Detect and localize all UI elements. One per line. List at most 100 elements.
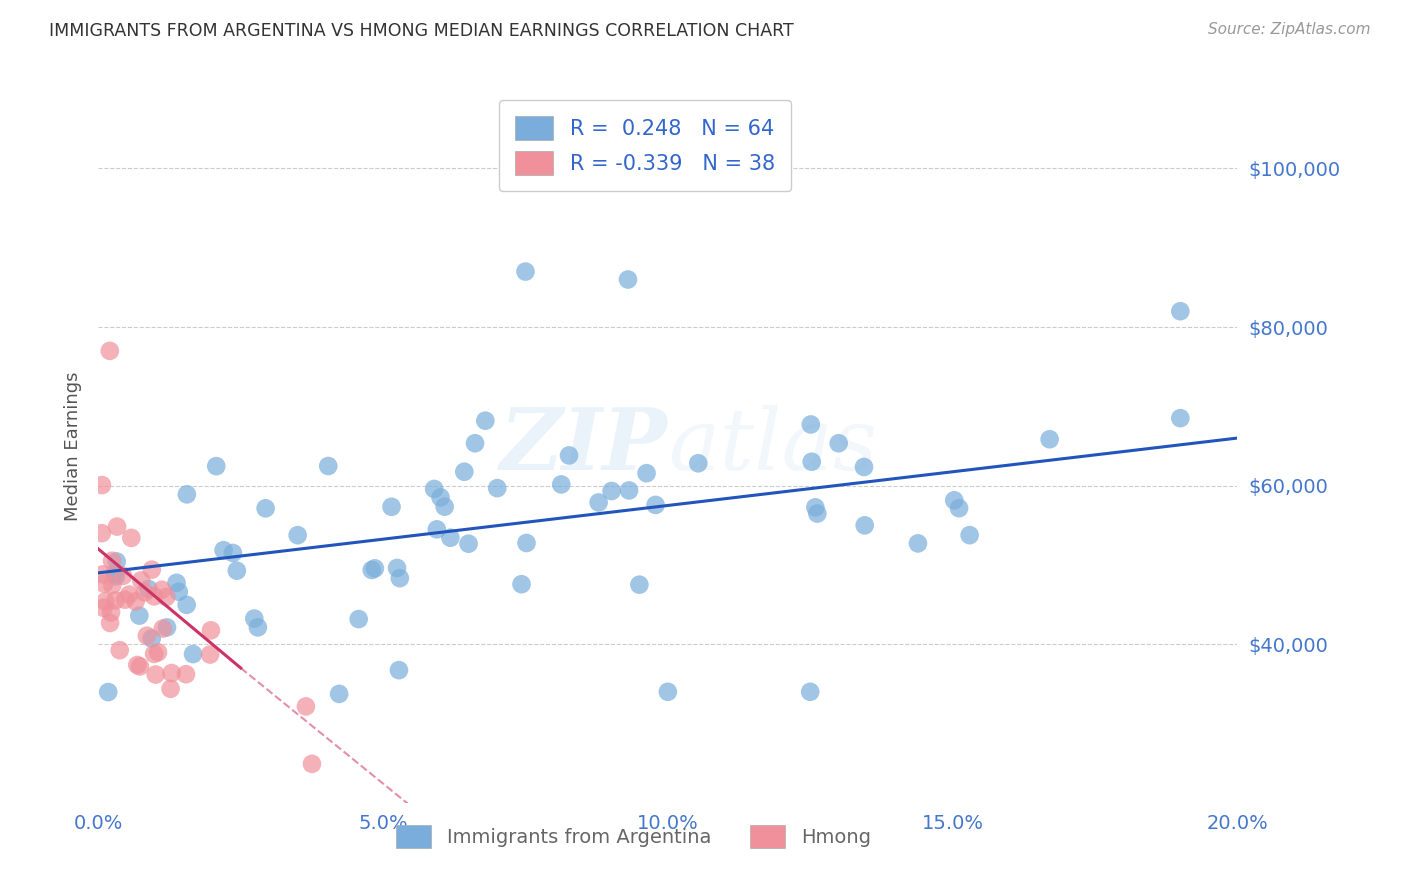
Point	[141, 563, 163, 577]
Point	[200, 624, 222, 638]
Text: atlas: atlas	[668, 405, 877, 487]
Text: ZIP: ZIP	[501, 404, 668, 488]
Point	[152, 622, 174, 636]
Point	[688, 456, 710, 470]
Point	[114, 592, 136, 607]
Point	[853, 518, 876, 533]
Point	[129, 574, 152, 588]
Point	[176, 487, 198, 501]
Point	[644, 498, 666, 512]
Point	[150, 582, 173, 597]
Point	[135, 629, 157, 643]
Point	[138, 582, 160, 596]
Point	[198, 648, 221, 662]
Point	[806, 507, 828, 521]
Point	[127, 658, 149, 673]
Point	[959, 528, 981, 542]
Point	[907, 536, 929, 550]
Point	[828, 436, 851, 450]
Point	[181, 647, 204, 661]
Point	[111, 569, 134, 583]
Y-axis label: Median Earnings: Median Earnings	[65, 371, 83, 521]
Point	[166, 575, 188, 590]
Point	[1170, 411, 1192, 425]
Legend: Immigrants from Argentina, Hmong: Immigrants from Argentina, Hmong	[387, 815, 880, 857]
Point	[128, 608, 150, 623]
Point	[558, 449, 581, 463]
Point	[943, 493, 966, 508]
Point	[328, 687, 350, 701]
Point	[156, 620, 179, 634]
Point	[91, 567, 114, 582]
Point	[105, 554, 128, 568]
Point	[101, 554, 124, 568]
Point	[167, 584, 190, 599]
Point	[464, 436, 486, 450]
Point	[101, 578, 124, 592]
Point	[243, 611, 266, 625]
Point	[657, 685, 679, 699]
Point	[159, 681, 181, 696]
Point	[388, 663, 411, 677]
Point	[800, 417, 823, 432]
Point	[212, 543, 235, 558]
Point	[1170, 304, 1192, 318]
Point	[141, 632, 163, 646]
Point	[91, 478, 114, 492]
Point	[129, 659, 152, 673]
Point	[146, 645, 169, 659]
Point	[636, 466, 658, 480]
Point	[143, 647, 166, 661]
Point	[301, 756, 323, 771]
Point	[108, 643, 131, 657]
Point	[515, 536, 537, 550]
Point	[800, 455, 823, 469]
Point	[347, 612, 370, 626]
Point	[433, 500, 456, 514]
Text: IMMIGRANTS FROM ARGENTINA VS HMONG MEDIAN EARNINGS CORRELATION CHART: IMMIGRANTS FROM ARGENTINA VS HMONG MEDIA…	[49, 22, 794, 40]
Point	[225, 564, 247, 578]
Point	[104, 593, 127, 607]
Point	[93, 576, 115, 591]
Point	[316, 458, 339, 473]
Point	[205, 459, 228, 474]
Point	[457, 537, 479, 551]
Point	[439, 531, 461, 545]
Point	[515, 264, 537, 278]
Point	[254, 501, 277, 516]
Point	[98, 615, 121, 630]
Point	[155, 590, 177, 604]
Point	[804, 500, 827, 515]
Point	[97, 685, 120, 699]
Text: Source: ZipAtlas.com: Source: ZipAtlas.com	[1208, 22, 1371, 37]
Point	[453, 465, 475, 479]
Point	[486, 481, 509, 495]
Point	[588, 495, 610, 509]
Point	[1039, 432, 1062, 446]
Point	[124, 594, 146, 608]
Point	[364, 561, 387, 575]
Point	[160, 666, 183, 681]
Point	[385, 561, 408, 575]
Point	[143, 590, 166, 604]
Point	[423, 482, 446, 496]
Point	[388, 571, 411, 585]
Point	[429, 491, 451, 505]
Point	[426, 522, 449, 536]
Point	[104, 566, 127, 581]
Point	[105, 569, 128, 583]
Point	[93, 600, 115, 615]
Point	[94, 594, 117, 608]
Point	[176, 598, 198, 612]
Point	[948, 501, 970, 516]
Point	[145, 667, 167, 681]
Point	[510, 577, 533, 591]
Point	[380, 500, 402, 514]
Point	[246, 620, 269, 634]
Point	[295, 699, 318, 714]
Point	[600, 483, 623, 498]
Point	[174, 667, 197, 681]
Point	[222, 546, 245, 560]
Point	[617, 272, 640, 286]
Point	[617, 483, 640, 498]
